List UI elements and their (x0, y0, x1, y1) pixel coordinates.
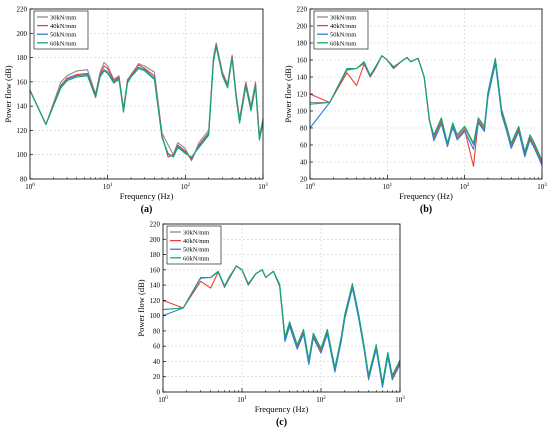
x-tick-label: 103 (258, 183, 268, 191)
x-axis-label: Frequency (Hz) (399, 191, 453, 201)
y-tick-label: 60 (300, 142, 308, 150)
y-tick-label: 20 (300, 176, 308, 184)
y-axis-label: Power flow (dB) (136, 279, 146, 336)
legend-label: 30kN/mm (50, 15, 76, 22)
y-axis-label: Power flow (dB) (283, 65, 293, 122)
x-tick-label: 101 (383, 183, 393, 191)
x-tick-label: 101 (103, 183, 113, 191)
y-tick-label: 120 (150, 297, 161, 305)
panel-2: 20 40 60 80 100 120 140 160 180 200 220 100 101 102 10… (283, 6, 547, 216)
y-tick-label: 100 (297, 108, 308, 116)
x-tick-label: 100 (25, 183, 35, 191)
x-tick-label: 103 (537, 183, 547, 191)
y-tick-label: 40 (153, 358, 161, 366)
y-tick-label: 80 (20, 176, 28, 184)
legend-label: 50kN/mm (183, 247, 209, 254)
series-line-60kN-mm (162, 265, 401, 384)
x-tick-label: 102 (181, 183, 191, 191)
x-tick-label: 100 (305, 183, 315, 191)
x-tick-label: 100 (158, 396, 168, 404)
series-line-40kN-mm (29, 43, 264, 161)
y-tick-label: 180 (297, 40, 308, 48)
legend-label: 50kN/mm (330, 32, 356, 39)
y-tick-label: 160 (150, 266, 161, 274)
legend-label: 40kN/mm (330, 23, 356, 30)
legend-label: 40kN/mm (183, 238, 209, 245)
y-tick-label: 20 (153, 373, 161, 381)
legend-label: 60kN/mm (330, 40, 356, 47)
y-tick-label: 200 (150, 236, 161, 244)
y-tick-label: 220 (17, 6, 28, 14)
series-line-30kN-mm (29, 42, 264, 162)
series-line-40kN-mm (162, 265, 401, 387)
x-tick-label: 103 (395, 396, 405, 404)
y-tick-label: 40 (300, 159, 308, 167)
panel-label: (a) (141, 204, 153, 215)
y-tick-label: 220 (150, 221, 161, 229)
x-axis-label: Frequency (Hz) (255, 404, 309, 414)
legend-label: 30kN/mm (330, 15, 356, 22)
y-tick-label: 0 (157, 389, 161, 397)
y-tick-label: 200 (17, 30, 28, 38)
series-line-60kN-mm (29, 46, 264, 158)
y-tick-label: 120 (297, 91, 308, 99)
y-tick-label: 160 (17, 78, 28, 86)
y-tick-label: 80 (300, 125, 308, 133)
x-tick-label: 102 (460, 183, 470, 191)
legend-label: 40kN/mm (50, 23, 76, 30)
x-tick-label: 102 (316, 396, 326, 404)
panel-3: 0 20 40 60 80 100 120 140 160 180 200 220 100 101 102 1… (136, 221, 405, 429)
legend-label: 60kN/mm (183, 255, 209, 262)
y-tick-label: 60 (153, 343, 161, 351)
y-tick-label: 140 (150, 282, 161, 290)
y-tick-label: 220 (297, 6, 308, 14)
series-line-60kN-mm (309, 55, 543, 161)
legend-label: 30kN/mm (183, 230, 209, 237)
y-tick-label: 160 (297, 57, 308, 65)
legend-label: 60kN/mm (50, 40, 76, 47)
panel-label: (b) (420, 204, 432, 215)
y-tick-label: 120 (17, 127, 28, 135)
y-tick-label: 140 (297, 74, 308, 82)
panel-label: (c) (276, 417, 287, 428)
y-tick-label: 80 (153, 327, 161, 335)
series-line-50kN-mm (29, 44, 264, 159)
y-tick-label: 180 (17, 54, 28, 62)
y-axis-label: Power flow (dB) (3, 65, 13, 122)
y-tick-label: 100 (150, 312, 161, 320)
x-axis-label: Frequency (Hz) (120, 191, 174, 201)
y-tick-label: 140 (17, 103, 28, 111)
axes-frame (29, 8, 264, 180)
axes-frame (162, 223, 401, 393)
y-tick-label: 180 (150, 251, 161, 259)
y-tick-label: 200 (297, 23, 308, 31)
legend-label: 50kN/mm (50, 32, 76, 39)
x-tick-label: 101 (237, 396, 247, 404)
y-tick-label: 100 (17, 151, 28, 159)
